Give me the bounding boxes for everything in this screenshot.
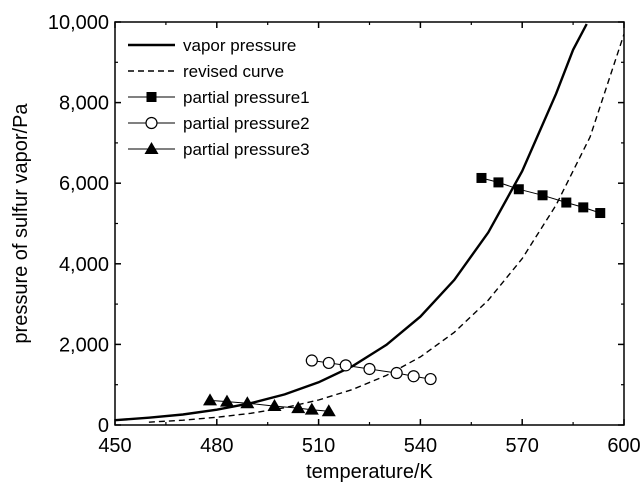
data-point (513, 184, 524, 195)
data-point (339, 359, 352, 372)
series-layer (115, 23, 624, 423)
axis-ticks: 450 480 510 540 570 600 0 2,000 4,000 6,000 8,000 1… (48, 12, 641, 457)
data-point (390, 366, 403, 380)
data-point (322, 356, 335, 370)
legend-label: partial pressure2 (183, 114, 310, 133)
legend-entry: revised curve (128, 62, 284, 81)
x-tick-label: 450 (98, 435, 131, 457)
x-axis-title: temperature/K (306, 461, 433, 483)
legend-entry: vapor pressure (128, 36, 296, 55)
legend: vapor pressure revised curve partial press… (128, 36, 310, 159)
legend-label: revised curve (183, 62, 284, 81)
y-tick-label: 0 (98, 415, 109, 437)
x-tick-label: 510 (302, 435, 335, 457)
data-point (476, 172, 487, 183)
series-4 (305, 354, 437, 386)
data-point (203, 393, 218, 406)
series-5 (203, 393, 336, 417)
data-point (304, 402, 319, 415)
legend-swatch-marker (144, 142, 159, 154)
data-point (305, 354, 318, 367)
x-tick-label: 480 (200, 435, 233, 457)
y-tick-label: 2,000 (59, 334, 109, 356)
y-tick-label: 8,000 (59, 93, 109, 115)
x-tick-label: 540 (404, 435, 437, 457)
data-point (561, 197, 572, 208)
data-point (493, 177, 504, 188)
legend-entry: partial pressure1 (128, 88, 310, 107)
data-point (578, 202, 589, 213)
series-line (148, 33, 624, 423)
data-point (267, 399, 282, 412)
series-line (115, 23, 588, 422)
data-point (595, 208, 606, 219)
data-point (363, 362, 376, 376)
legend-swatch-marker (146, 92, 157, 102)
y-tick-label: 6,000 (59, 173, 109, 195)
legend-label: vapor pressure (183, 36, 296, 55)
legend-entry: partial pressure3 (128, 140, 310, 159)
data-point (407, 370, 420, 383)
data-point (424, 372, 437, 386)
legend-entry: partial pressure2 (128, 114, 310, 133)
y-tick-label: 4,000 (59, 254, 109, 276)
x-tick-label: 570 (506, 435, 539, 457)
data-point (291, 401, 306, 414)
y-tick-label: 10,000 (48, 12, 109, 34)
legend-label: partial pressure3 (183, 140, 310, 159)
data-point (240, 396, 255, 409)
data-point (537, 190, 548, 201)
x-tick-label: 600 (607, 435, 640, 457)
series-3 (476, 172, 606, 219)
legend-swatch-marker (145, 116, 158, 130)
data-point (219, 394, 234, 407)
series-1 (115, 23, 588, 422)
data-point (321, 404, 336, 417)
y-axis-title: pressure of sulfur vapor/Pa (10, 103, 32, 344)
series-2 (148, 33, 624, 423)
legend-label: partial pressure1 (183, 88, 310, 107)
